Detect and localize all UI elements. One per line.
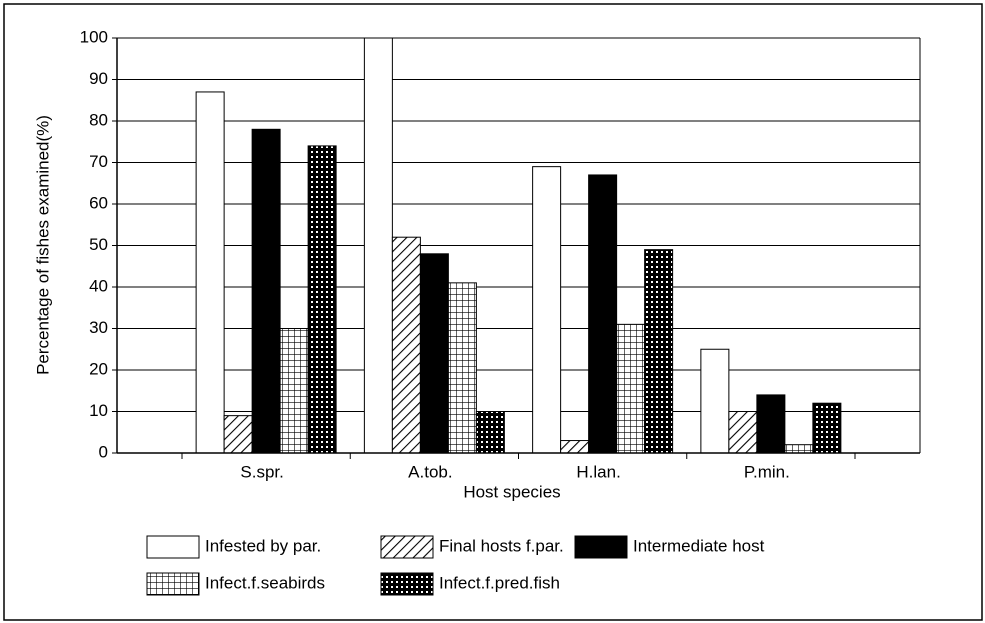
bar: [588, 174, 618, 454]
y-tick-label: 20: [89, 359, 108, 378]
bar: [728, 411, 758, 454]
y-tick-label: 40: [89, 276, 108, 295]
legend-swatch: [574, 535, 628, 559]
legend-label: Infect.f.pred.fish: [439, 573, 560, 592]
bar: [419, 253, 449, 454]
y-tick-label: 50: [89, 235, 108, 254]
bar: [756, 394, 786, 454]
bar: [784, 444, 814, 454]
legend-label: Final hosts f.par.: [439, 536, 564, 555]
legend-swatch: [146, 535, 200, 559]
x-tick-label: S.spr.: [240, 462, 283, 481]
bar: [279, 328, 309, 454]
bar: [307, 145, 337, 454]
bar: [616, 323, 646, 454]
y-tick-label: 60: [89, 193, 108, 212]
x-tick-label: A.tob.: [408, 462, 452, 481]
legend-label: Intermediate host: [633, 536, 765, 555]
bar: [363, 37, 393, 454]
legend-label: Infect.f.seabirds: [205, 573, 325, 592]
bar: [560, 440, 590, 454]
legend-swatch: [380, 535, 434, 559]
y-axis-label: Percentage of fishes examined(%): [33, 115, 52, 375]
legend-label: Infested by par.: [205, 536, 321, 555]
legend-swatch: [380, 572, 434, 596]
bar: [532, 166, 562, 454]
y-tick-label: 90: [89, 69, 108, 88]
bar: [391, 236, 421, 454]
x-axis-label: Host species: [463, 482, 560, 501]
bar: [812, 402, 842, 454]
y-tick-label: 100: [80, 27, 108, 46]
bar: [700, 348, 730, 454]
legend-swatch: [146, 572, 200, 596]
x-tick-label: H.lan.: [576, 462, 620, 481]
y-tick-label: 0: [99, 442, 108, 461]
bar: [251, 128, 281, 454]
bar: [195, 91, 225, 454]
y-tick-label: 10: [89, 401, 108, 420]
x-tick-label: P.min.: [744, 462, 790, 481]
bar: [223, 415, 253, 454]
y-tick-label: 80: [89, 110, 108, 129]
frame: [3, 3, 983, 621]
bar: [447, 282, 477, 454]
y-tick-label: 70: [89, 152, 108, 171]
bar: [475, 411, 505, 454]
y-tick-label: 30: [89, 318, 108, 337]
bar: [644, 249, 674, 454]
